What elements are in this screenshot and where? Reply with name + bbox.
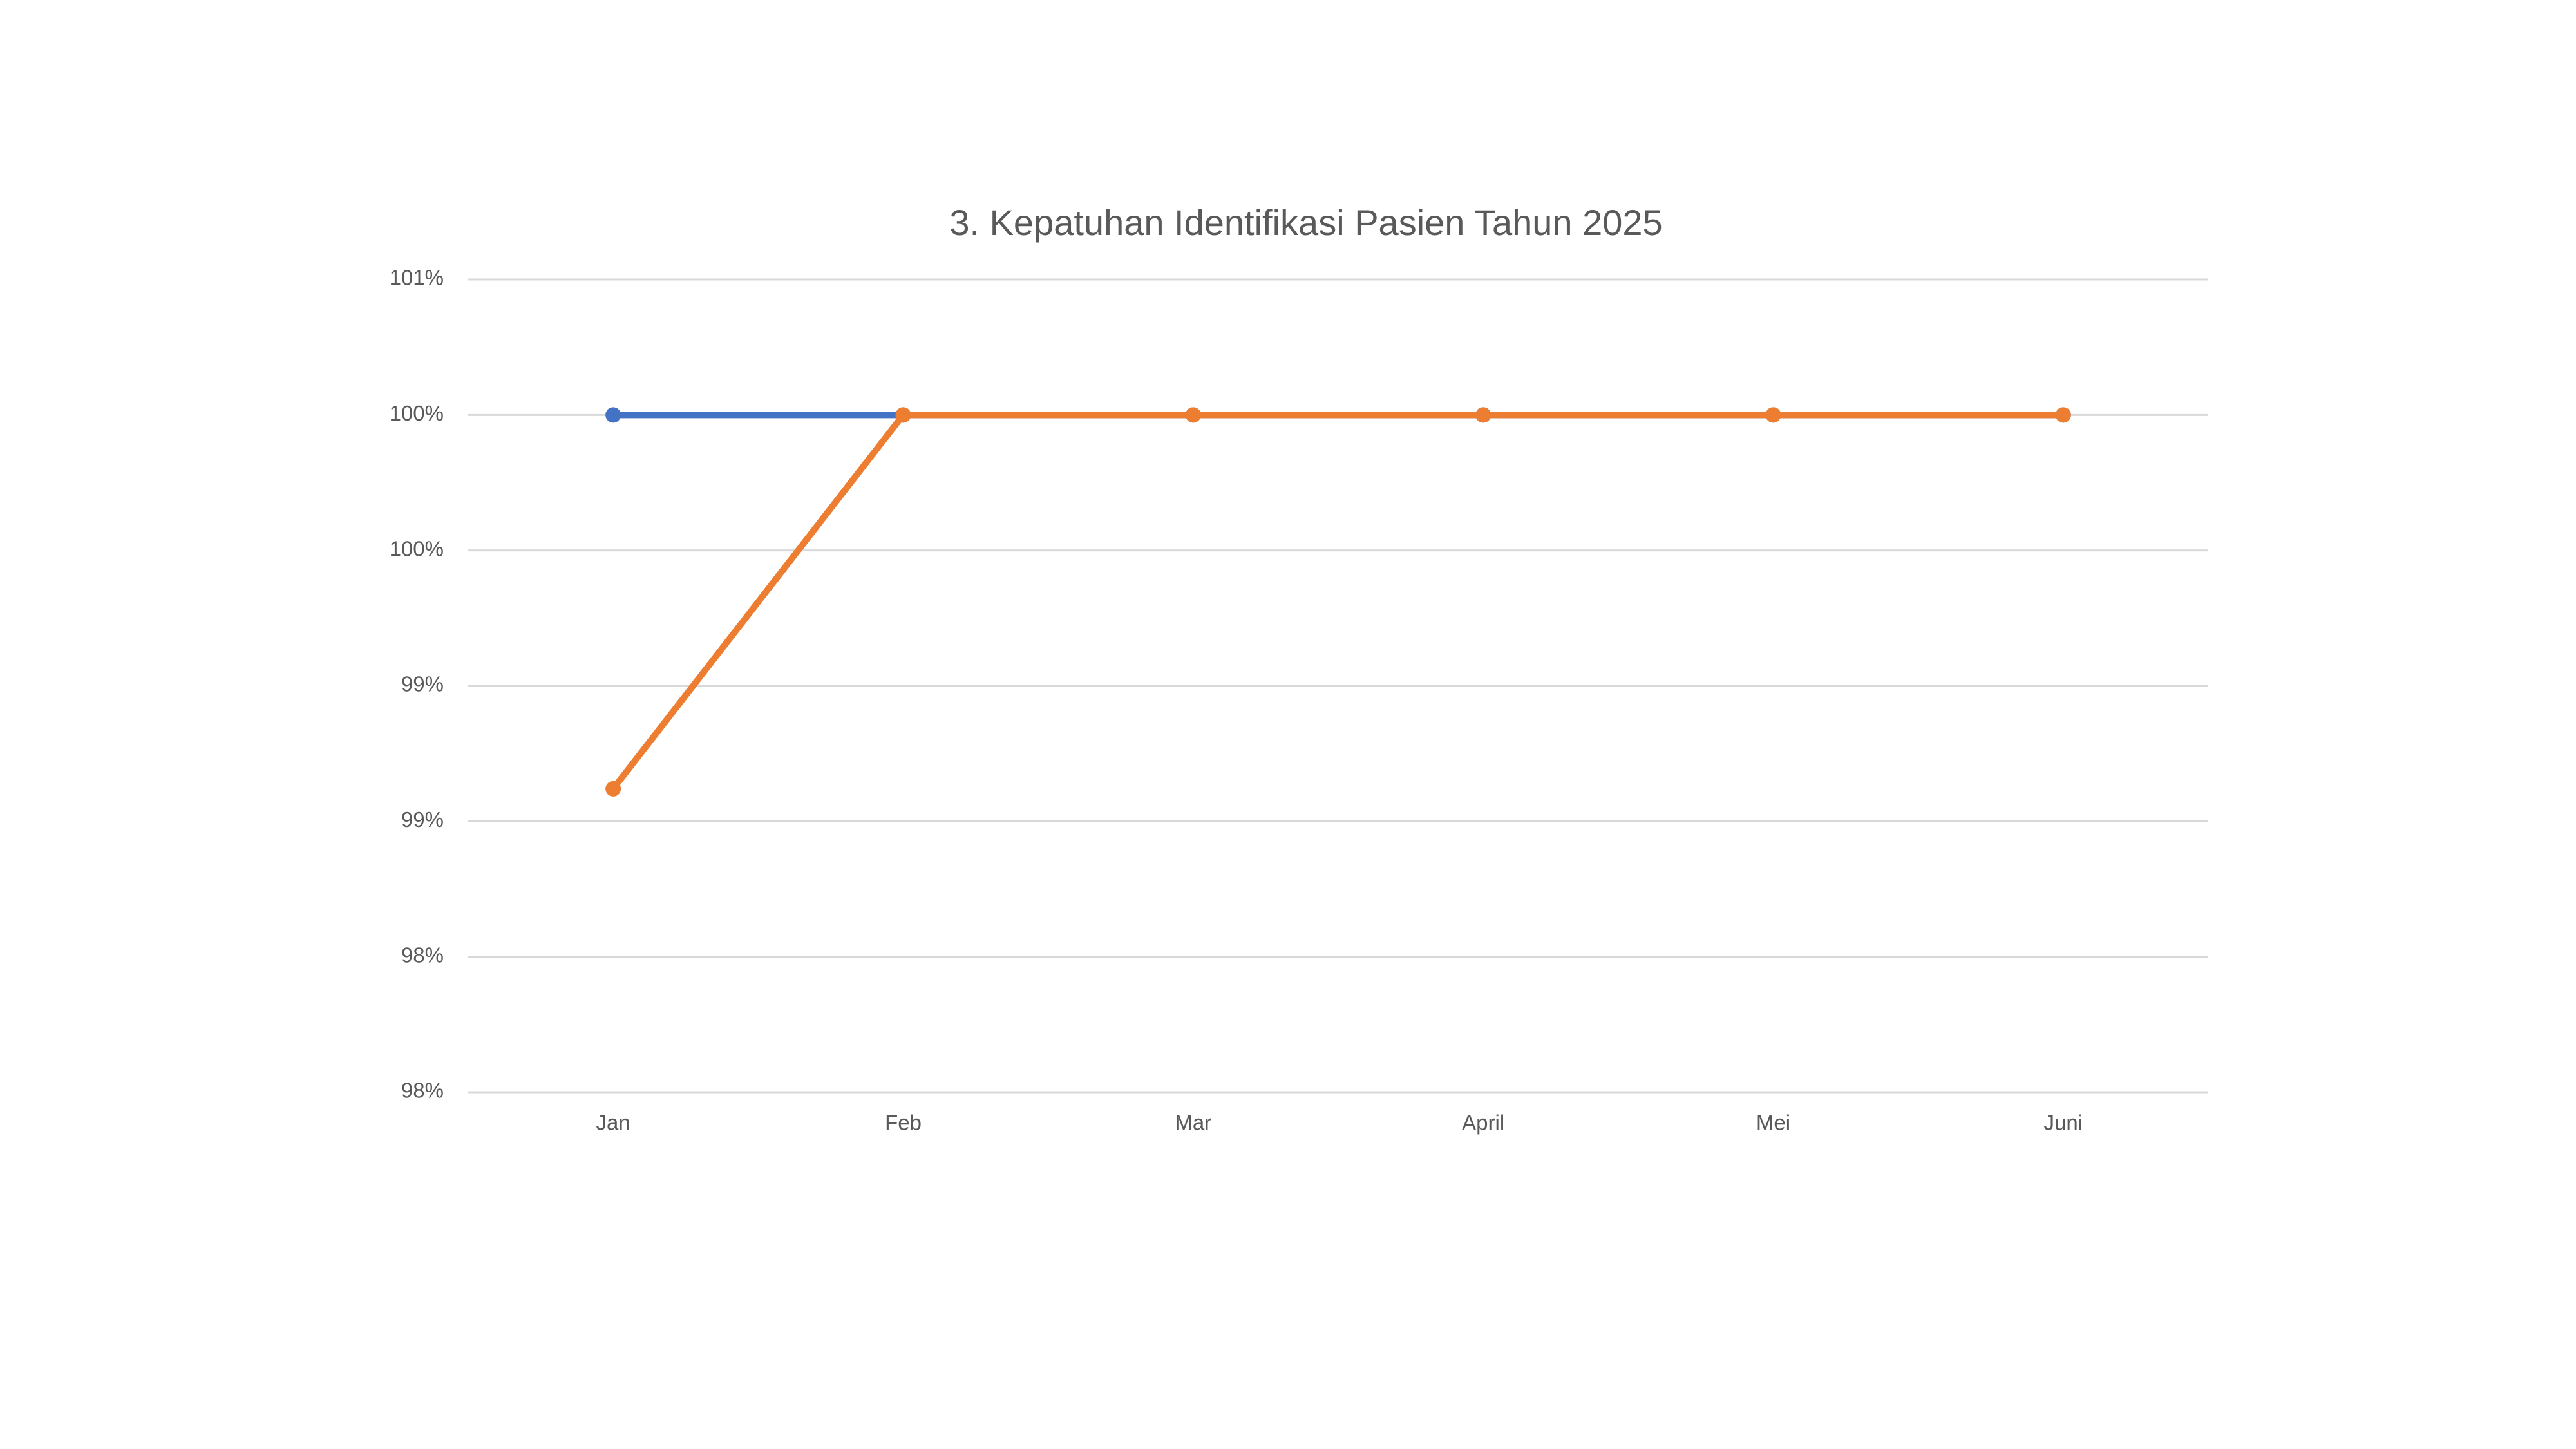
x-tick-label: Mar: [1175, 1111, 1211, 1135]
y-tick-label: 99%: [401, 672, 444, 696]
point: [1185, 407, 1201, 423]
point: [1475, 407, 1492, 423]
x-tick-label: Feb: [885, 1111, 922, 1135]
y-tick-label: 100%: [390, 536, 444, 560]
y-tick-label: 101%: [390, 266, 444, 290]
y-tick-label: 100%: [390, 401, 444, 425]
x-tick-label: Jan: [596, 1111, 630, 1135]
point: [895, 407, 911, 423]
x-tick-label: April: [1462, 1111, 1504, 1135]
series-line: [611, 412, 2063, 791]
y-tick-label: 99%: [401, 808, 444, 831]
point: [605, 407, 621, 423]
chart-title: 3. Kepatuhan Identifikasi Pasien Tahun 2…: [949, 202, 1662, 243]
x-tick-label: Mei: [1756, 1111, 1790, 1135]
y-tick-label: 98%: [401, 943, 444, 967]
point: [605, 781, 621, 797]
y-tick-label: 98%: [401, 1079, 444, 1103]
point: [1765, 407, 1781, 423]
point: [2055, 407, 2071, 423]
x-tick-label: Juni: [2044, 1111, 2083, 1135]
